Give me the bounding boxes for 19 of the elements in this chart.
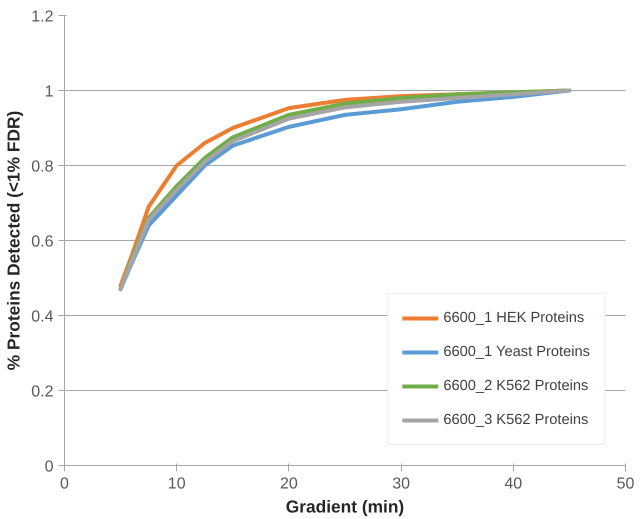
y-tick-label: 1 [44, 84, 54, 100]
x-tick-label: 40 [504, 476, 522, 492]
y-axis-title: % Proteins Detected (<1% FDR) [3, 110, 24, 370]
y-tick-label: 0.2 [31, 384, 54, 400]
x-tick-label: 50 [616, 476, 634, 492]
legend-label: 6600_3 K562 Proteins [443, 412, 588, 428]
x-tick-label: 20 [280, 476, 298, 492]
y-tick-label: 0.6 [31, 234, 54, 250]
x-tick-label: 10 [168, 476, 186, 492]
legend-label: 6600_2 K562 Proteins [443, 378, 588, 394]
legend-label: 6600_1 Yeast Proteins [443, 344, 590, 360]
x-tick-label: 30 [392, 476, 410, 492]
x-axis-title: Gradient (min) [286, 496, 404, 516]
x-tick-label: 0 [60, 476, 70, 492]
y-tick-label: 0 [44, 458, 54, 476]
y-tick-label: 1.2 [31, 8, 54, 26]
y-tick-label: 0.8 [31, 158, 54, 176]
y-tick-label: 0.4 [31, 308, 54, 326]
legend-label: 6600_1 HEK Proteins [443, 310, 584, 326]
